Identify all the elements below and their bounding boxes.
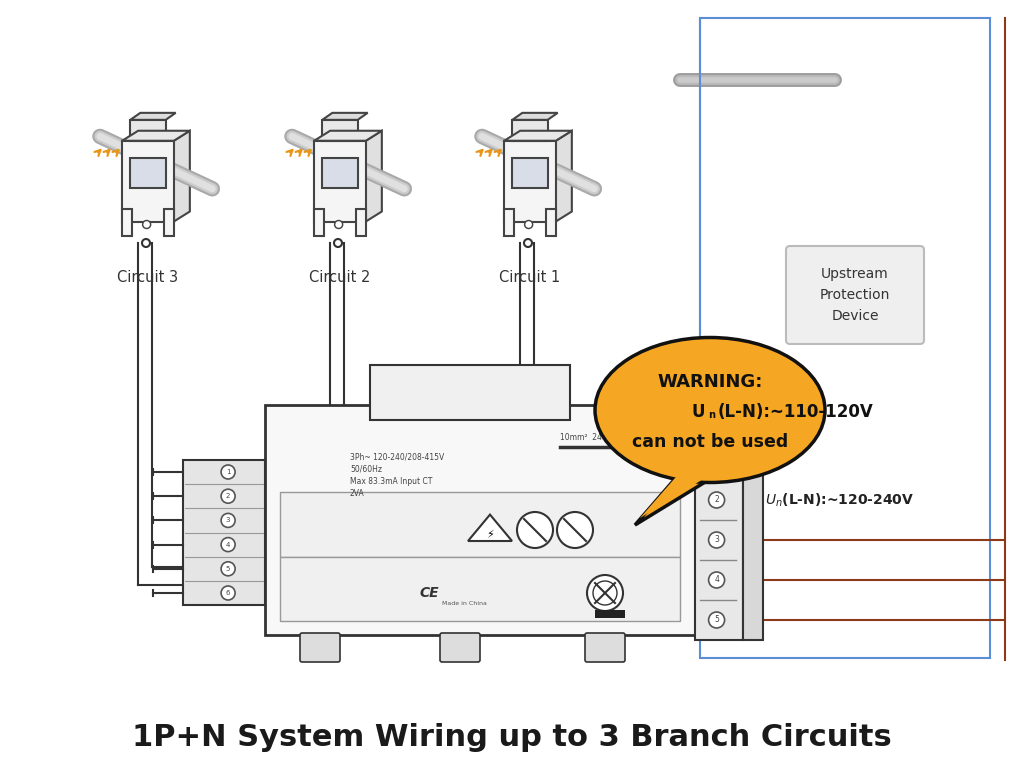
Circle shape xyxy=(709,612,725,628)
FancyBboxPatch shape xyxy=(504,209,514,236)
Text: $U_n$(L-N):~120-240V: $U_n$(L-N):~120-240V xyxy=(765,492,914,508)
Polygon shape xyxy=(504,131,571,141)
Text: 4: 4 xyxy=(714,575,719,584)
Text: Made in China: Made in China xyxy=(442,601,486,606)
FancyBboxPatch shape xyxy=(695,440,743,640)
Polygon shape xyxy=(323,113,368,120)
Text: 6: 6 xyxy=(226,590,230,596)
FancyBboxPatch shape xyxy=(323,120,357,141)
Circle shape xyxy=(334,239,342,247)
Ellipse shape xyxy=(595,337,825,482)
Circle shape xyxy=(524,239,532,247)
Circle shape xyxy=(709,452,725,468)
Polygon shape xyxy=(468,515,512,541)
Text: 2: 2 xyxy=(714,495,719,505)
Text: 4: 4 xyxy=(226,541,230,548)
FancyBboxPatch shape xyxy=(280,492,680,557)
FancyBboxPatch shape xyxy=(504,141,556,221)
Text: Circuit 1: Circuit 1 xyxy=(500,270,560,285)
Polygon shape xyxy=(635,473,715,525)
Circle shape xyxy=(142,239,150,247)
Circle shape xyxy=(709,572,725,588)
Text: Upstream
Protection
Device: Upstream Protection Device xyxy=(820,267,890,323)
Text: ⚡: ⚡ xyxy=(486,530,494,540)
Text: 2: 2 xyxy=(226,493,230,499)
FancyBboxPatch shape xyxy=(356,209,366,236)
FancyBboxPatch shape xyxy=(547,209,556,236)
Circle shape xyxy=(221,489,236,503)
FancyBboxPatch shape xyxy=(512,158,548,188)
FancyBboxPatch shape xyxy=(440,633,480,662)
FancyBboxPatch shape xyxy=(300,633,340,662)
FancyBboxPatch shape xyxy=(585,633,625,662)
Polygon shape xyxy=(366,131,382,221)
FancyBboxPatch shape xyxy=(183,460,265,605)
Text: 3: 3 xyxy=(226,518,230,524)
Circle shape xyxy=(524,220,532,229)
Text: 1: 1 xyxy=(714,455,719,465)
Polygon shape xyxy=(556,131,571,221)
Circle shape xyxy=(335,220,343,229)
FancyBboxPatch shape xyxy=(743,440,763,640)
Circle shape xyxy=(142,220,151,229)
Text: 1: 1 xyxy=(226,469,230,475)
Circle shape xyxy=(221,513,236,528)
FancyBboxPatch shape xyxy=(370,365,570,420)
Polygon shape xyxy=(130,113,176,120)
Text: WARNING:: WARNING: xyxy=(657,373,763,391)
FancyBboxPatch shape xyxy=(323,158,357,188)
Circle shape xyxy=(557,512,593,548)
Text: Circuit 3: Circuit 3 xyxy=(118,270,178,285)
FancyBboxPatch shape xyxy=(265,405,695,635)
FancyBboxPatch shape xyxy=(786,246,924,344)
Polygon shape xyxy=(512,113,558,120)
FancyBboxPatch shape xyxy=(595,610,625,618)
FancyBboxPatch shape xyxy=(122,209,132,236)
Polygon shape xyxy=(640,470,713,518)
Text: U: U xyxy=(691,403,705,421)
Circle shape xyxy=(709,532,725,548)
Text: 5: 5 xyxy=(714,615,719,624)
Text: 5: 5 xyxy=(226,566,230,572)
Circle shape xyxy=(587,575,623,611)
FancyBboxPatch shape xyxy=(122,141,174,221)
Polygon shape xyxy=(174,131,189,221)
Text: 3: 3 xyxy=(714,535,719,545)
Text: 50/60Hz: 50/60Hz xyxy=(350,465,382,474)
FancyBboxPatch shape xyxy=(130,158,166,188)
Text: (L-N):~110-120V: (L-N):~110-120V xyxy=(718,403,873,421)
Circle shape xyxy=(221,586,236,600)
Circle shape xyxy=(221,562,236,576)
FancyBboxPatch shape xyxy=(130,120,166,141)
FancyBboxPatch shape xyxy=(314,209,324,236)
Text: can not be used: can not be used xyxy=(632,433,788,451)
Polygon shape xyxy=(122,131,189,141)
Polygon shape xyxy=(314,131,382,141)
Text: 3Ph~ 120-240/208-415V: 3Ph~ 120-240/208-415V xyxy=(350,453,444,462)
Circle shape xyxy=(221,538,236,551)
Circle shape xyxy=(709,492,725,508)
Text: Max 83.3mA Input CT: Max 83.3mA Input CT xyxy=(350,477,432,486)
FancyBboxPatch shape xyxy=(280,557,680,621)
Text: n: n xyxy=(708,410,715,420)
Text: Circuit 2: Circuit 2 xyxy=(309,270,371,285)
Circle shape xyxy=(221,465,236,479)
FancyBboxPatch shape xyxy=(314,141,366,221)
FancyBboxPatch shape xyxy=(512,120,548,141)
Text: 1P+N System Wiring up to 3 Branch Circuits: 1P+N System Wiring up to 3 Branch Circui… xyxy=(132,723,892,753)
Text: 2VA: 2VA xyxy=(350,489,365,498)
Text: CE: CE xyxy=(420,586,439,600)
FancyBboxPatch shape xyxy=(164,209,174,236)
Circle shape xyxy=(517,512,553,548)
Text: 10mm²  24...13AWG: 10mm² 24...13AWG xyxy=(560,433,637,442)
